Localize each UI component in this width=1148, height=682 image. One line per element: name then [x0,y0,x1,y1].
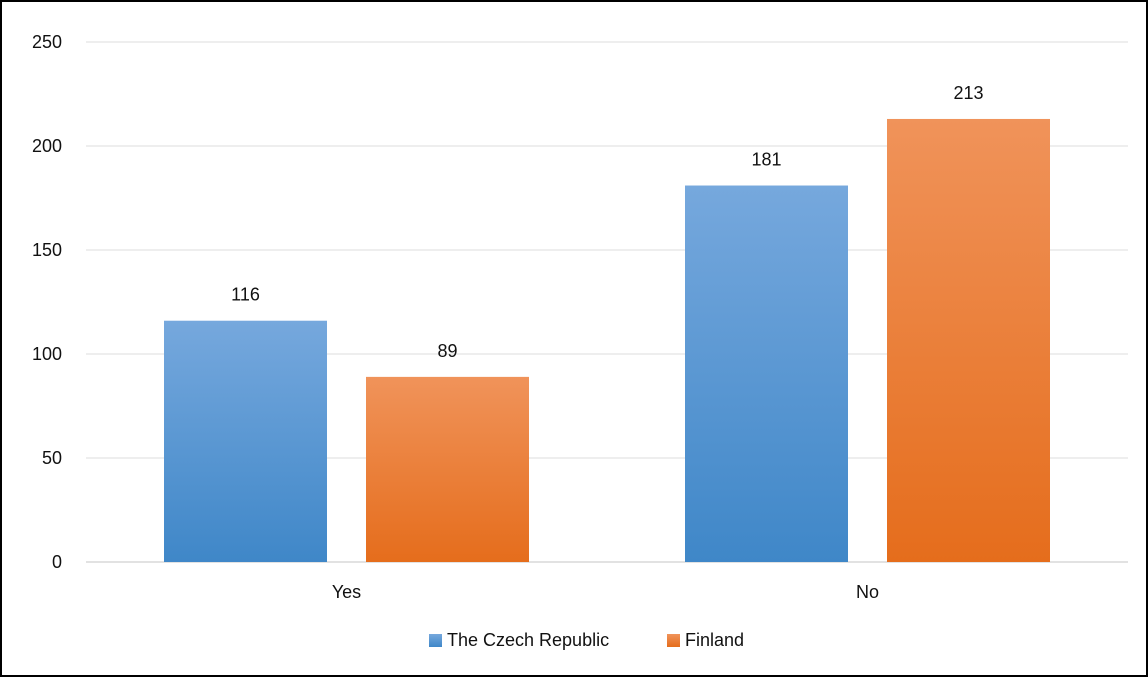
y-tick-label: 100 [32,344,62,364]
legend-label: The Czech Republic [447,630,609,650]
y-tick-label: 150 [32,240,62,260]
data-label: 116 [231,285,260,305]
data-label: 213 [953,83,983,103]
legend-swatch [429,634,442,647]
y-tick-label: 200 [32,136,62,156]
y-tick-label: 250 [32,32,62,52]
bars [164,118,1050,563]
x-tick-label: No [856,582,879,602]
data-label: 89 [437,341,457,361]
y-axis-ticks: 0 50 100 150 200 250 [32,32,62,572]
bar-no-series-0 [685,185,848,562]
data-labels: 116 89 181 213 [231,83,983,361]
bar-yes-series-0 [164,320,327,562]
x-axis-ticks: Yes No [332,582,879,602]
legend-label: Finland [685,630,744,650]
x-tick-label: Yes [332,582,361,602]
bar-yes-series-1 [366,376,529,562]
legend: The Czech Republic Finland [429,630,744,650]
bar-no-series-1 [887,118,1050,563]
legend-swatch [667,634,680,647]
y-tick-label: 50 [42,448,62,468]
data-label: 181 [751,150,781,170]
y-tick-label: 0 [52,552,62,572]
